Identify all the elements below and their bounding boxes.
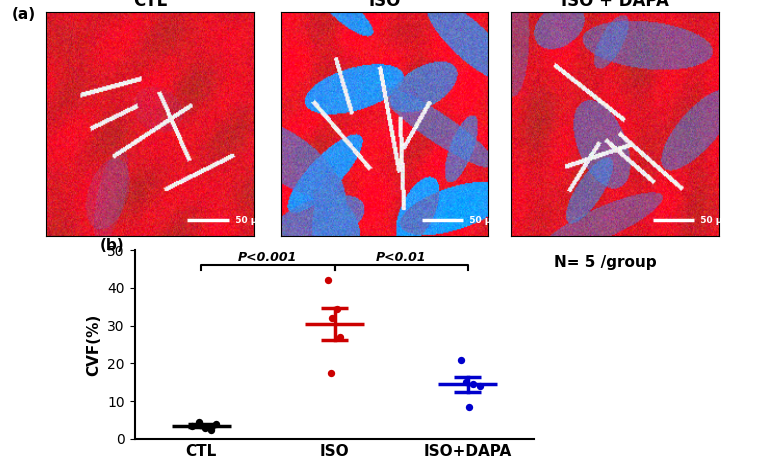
Text: 50 μM: 50 μM <box>464 216 501 225</box>
Point <box>474 382 486 390</box>
Point <box>199 424 211 431</box>
Point <box>325 369 337 377</box>
Point <box>461 379 473 386</box>
Y-axis label: CVF(%): CVF(%) <box>87 313 102 376</box>
Text: P<0.01: P<0.01 <box>376 251 427 264</box>
Text: CTL: CTL <box>133 0 167 10</box>
Point <box>205 426 217 433</box>
Text: ISO + DAPA: ISO + DAPA <box>561 0 669 10</box>
Point <box>463 403 475 411</box>
Text: N= 5 /group: N= 5 /group <box>554 255 656 270</box>
Text: (a): (a) <box>12 7 35 22</box>
Point <box>467 380 479 388</box>
Text: (b): (b) <box>100 238 125 253</box>
Point <box>326 314 338 322</box>
Point <box>334 333 346 341</box>
Point <box>321 277 334 284</box>
Point <box>210 420 222 428</box>
Text: 50 μM: 50 μM <box>229 216 266 225</box>
Text: 50 μM: 50 μM <box>694 216 731 225</box>
Point <box>192 418 205 426</box>
Point <box>186 422 198 430</box>
Text: ISO: ISO <box>368 0 401 10</box>
Point <box>455 356 468 363</box>
Text: P<0.001: P<0.001 <box>238 251 298 264</box>
Point <box>331 305 343 312</box>
